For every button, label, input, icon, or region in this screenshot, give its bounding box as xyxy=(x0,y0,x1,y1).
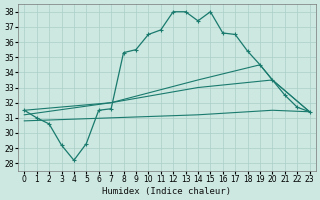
X-axis label: Humidex (Indice chaleur): Humidex (Indice chaleur) xyxy=(102,187,231,196)
